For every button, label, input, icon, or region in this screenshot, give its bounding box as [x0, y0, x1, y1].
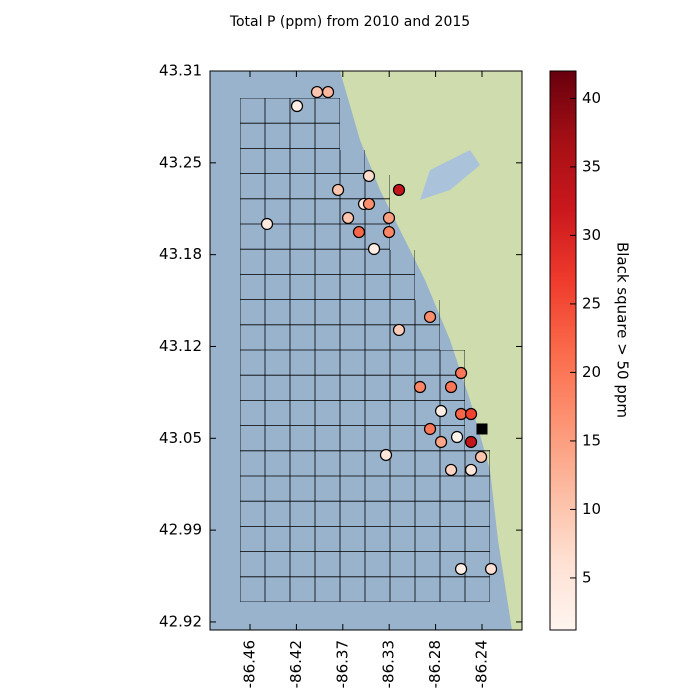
colorbar: [549, 70, 577, 631]
sample-point: [379, 448, 393, 462]
sample-point: [392, 323, 406, 337]
y-tick-label: 43.25: [159, 153, 202, 171]
sample-point: [474, 450, 488, 464]
sample-point: [464, 435, 478, 449]
colorbar-tick-label: 40: [582, 89, 601, 107]
colorbar-tick-label: 25: [582, 294, 601, 312]
x-tick-label: -86.37: [333, 640, 351, 688]
sample-point: [454, 407, 468, 421]
sample-point: [352, 225, 366, 239]
x-tick-label: -86.24: [472, 640, 490, 688]
sample-point: [382, 211, 396, 225]
sample-point: [434, 404, 448, 418]
sample-point: [382, 225, 396, 239]
sample-point: [464, 407, 478, 421]
x-tick-label: -86.42: [287, 640, 305, 688]
colorbar-tick-label: 35: [582, 157, 601, 175]
sample-point: [444, 380, 458, 394]
sample-point: [454, 366, 468, 380]
chart-title: Total P (ppm) from 2010 and 2015: [229, 14, 470, 30]
sample-point: [413, 380, 427, 394]
sample-point: [362, 169, 376, 183]
plot-frame: [209, 70, 523, 631]
y-tick-label: 43.05: [159, 429, 202, 447]
sample-point: [331, 183, 345, 197]
sample-point: [290, 99, 304, 113]
sample-point: [321, 85, 335, 99]
sample-point: [450, 430, 464, 444]
y-tick-label: 43.31: [159, 62, 202, 80]
y-tick-label: 42.99: [159, 521, 202, 539]
land: [340, 71, 522, 630]
sample-point: [423, 310, 437, 324]
map: [210, 71, 522, 630]
sample-point: [423, 422, 437, 436]
colorbar-tick-label: 30: [582, 226, 601, 244]
y-tick-label: 43.12: [159, 337, 202, 355]
x-tick-label: -86.46: [241, 640, 259, 688]
sample-point: [454, 562, 468, 576]
lake: [420, 150, 480, 200]
colorbar-tick-label: 10: [582, 500, 601, 518]
colorbar-label: Black square > 50 ppm: [614, 242, 632, 418]
y-tick-label: 42.92: [159, 612, 202, 630]
colorbar-tick-label: 20: [582, 363, 601, 381]
sample-point: [392, 183, 406, 197]
x-tick-label: -86.28: [426, 640, 444, 688]
sample-point: [362, 197, 376, 211]
sample-point: [444, 463, 458, 477]
colorbar-tick-label: 5: [582, 568, 592, 586]
colorbar-tick-label: 15: [582, 431, 601, 449]
sample-point: [367, 242, 381, 256]
sample-point: [434, 435, 448, 449]
high-sample: [476, 423, 488, 435]
sample-point: [341, 211, 355, 225]
x-tick-label: -86.33: [380, 640, 398, 688]
sample-point: [464, 463, 478, 477]
sample-point: [310, 85, 324, 99]
sample-point: [484, 562, 498, 576]
sample-point: [260, 217, 274, 231]
y-tick-label: 43.18: [159, 245, 202, 263]
